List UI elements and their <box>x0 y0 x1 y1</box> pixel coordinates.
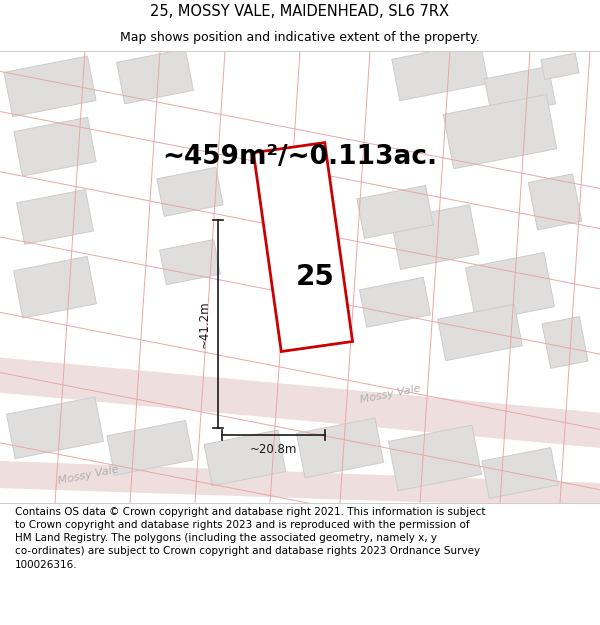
Bar <box>253 142 353 351</box>
Bar <box>17 189 94 244</box>
Bar <box>484 66 556 116</box>
Bar <box>357 186 433 238</box>
Text: Contains OS data © Crown copyright and database right 2021. This information is : Contains OS data © Crown copyright and d… <box>15 507 485 569</box>
Text: Map shows position and indicative extent of the property.: Map shows position and indicative extent… <box>120 31 480 44</box>
Bar <box>157 168 223 216</box>
Bar <box>443 94 557 169</box>
Polygon shape <box>0 357 600 448</box>
Bar <box>541 53 579 79</box>
Text: ~41.2m: ~41.2m <box>198 300 211 348</box>
Polygon shape <box>0 461 600 508</box>
Bar <box>529 174 581 230</box>
Text: Mossy Vale: Mossy Vale <box>359 384 421 406</box>
Bar <box>7 397 103 459</box>
Text: ~459m²/~0.113ac.: ~459m²/~0.113ac. <box>163 144 437 169</box>
Bar <box>14 118 96 176</box>
Text: 25: 25 <box>296 263 334 291</box>
Bar <box>160 239 220 284</box>
Bar <box>392 42 488 101</box>
Bar <box>116 49 193 104</box>
Bar <box>438 304 522 361</box>
Bar <box>359 278 431 328</box>
Bar <box>204 430 286 486</box>
Text: ~20.8m: ~20.8m <box>250 443 297 456</box>
Bar <box>391 205 479 269</box>
Bar <box>107 421 193 475</box>
Bar <box>482 448 558 498</box>
Bar <box>389 425 481 491</box>
Bar <box>466 253 554 322</box>
Text: 25, MOSSY VALE, MAIDENHEAD, SL6 7RX: 25, MOSSY VALE, MAIDENHEAD, SL6 7RX <box>151 4 449 19</box>
Bar <box>4 56 96 117</box>
Bar <box>296 418 383 478</box>
Bar <box>14 256 97 318</box>
Bar <box>542 317 588 368</box>
Text: Mossy Vale: Mossy Vale <box>57 464 119 486</box>
